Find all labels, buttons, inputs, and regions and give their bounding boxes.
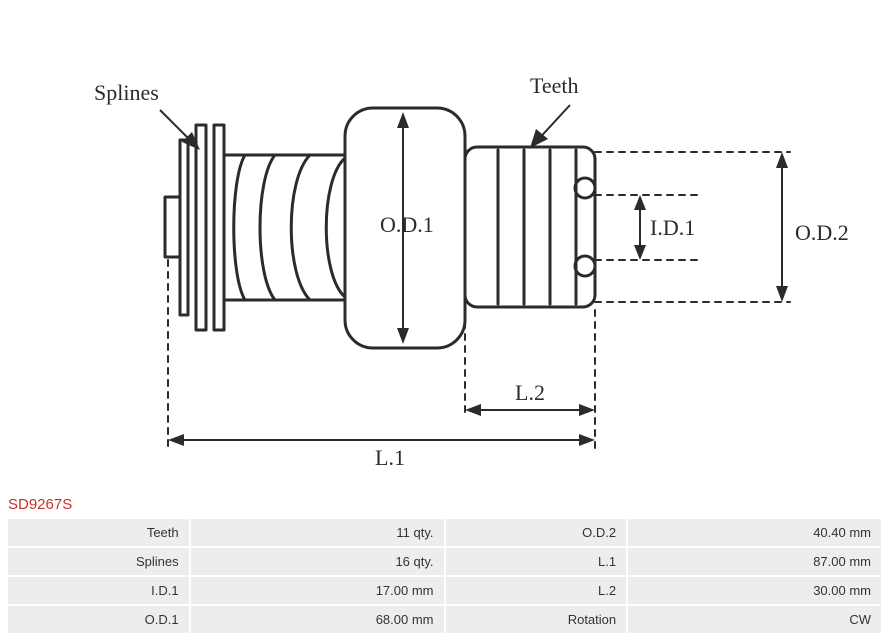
diagram-label-l2: L.2 xyxy=(515,380,545,405)
spec-table: Teeth 11 qty. O.D.2 40.40 mm Splines 16 … xyxy=(0,517,889,641)
diagram-label-id1: I.D.1 xyxy=(650,215,695,240)
spec-value: 17.00 mm xyxy=(191,577,444,604)
diagram-label-teeth: Teeth xyxy=(530,73,579,98)
spec-value: 87.00 mm xyxy=(628,548,881,575)
spec-value: 11 qty. xyxy=(191,519,444,546)
spec-value: 16 qty. xyxy=(191,548,444,575)
diagram-label-od1: O.D.1 xyxy=(380,212,434,237)
technical-diagram: Splines Teeth O.D.1 I.D.1 O.D.2 L.2 L.1 xyxy=(0,0,889,490)
spec-label: Rotation xyxy=(446,606,627,633)
diagram-label-od2: O.D.2 xyxy=(795,220,849,245)
spec-label: Teeth xyxy=(8,519,189,546)
spec-label: I.D.1 xyxy=(8,577,189,604)
part-number: SD9267S xyxy=(0,490,889,517)
diagram-label-splines: Splines xyxy=(94,80,159,105)
diagram-label-l1: L.1 xyxy=(375,445,405,470)
spec-label: O.D.2 xyxy=(446,519,627,546)
table-row: O.D.1 68.00 mm Rotation CW xyxy=(8,606,881,633)
spec-label: L.1 xyxy=(446,548,627,575)
spec-label: L.2 xyxy=(446,577,627,604)
spec-label: Splines xyxy=(8,548,189,575)
table-row: Teeth 11 qty. O.D.2 40.40 mm xyxy=(8,519,881,546)
table-row: Splines 16 qty. L.1 87.00 mm xyxy=(8,548,881,575)
spec-value: 40.40 mm xyxy=(628,519,881,546)
spec-value: 30.00 mm xyxy=(628,577,881,604)
spec-value: CW xyxy=(628,606,881,633)
table-row: I.D.1 17.00 mm L.2 30.00 mm xyxy=(8,577,881,604)
spec-value: 68.00 mm xyxy=(191,606,444,633)
spec-label: O.D.1 xyxy=(8,606,189,633)
